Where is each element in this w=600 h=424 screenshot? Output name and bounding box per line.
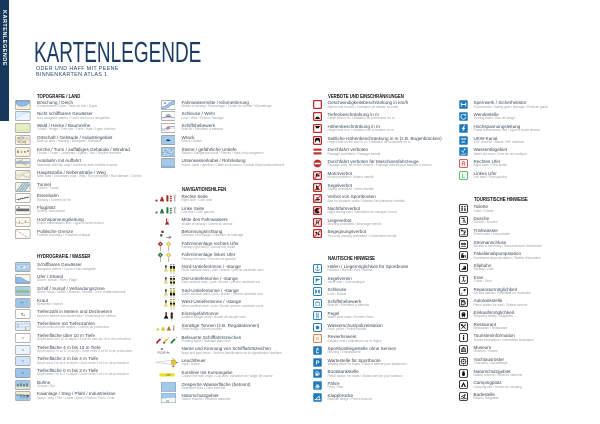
svg-text:20: 20 (461, 140, 465, 144)
svg-text:40: 40 (160, 348, 163, 351)
svg-text:270°: 270° (166, 374, 171, 377)
svg-text:2: 2 (18, 325, 20, 328)
svg-text:34: 34 (163, 102, 166, 105)
svg-text:P: P (316, 360, 320, 366)
svg-text:R: R (316, 220, 320, 226)
svg-text:L: L (461, 174, 465, 180)
svg-text:Fl.(2)G.4s: Fl.(2)G.4s (157, 351, 170, 355)
svg-text:R: R (461, 162, 466, 168)
svg-text:54: 54 (21, 312, 25, 318)
svg-text:R: R (316, 337, 320, 342)
svg-text:(!): (!) (166, 399, 169, 403)
svg-text:UKW: UKW (460, 139, 466, 141)
svg-text:5: 5 (25, 328, 27, 331)
